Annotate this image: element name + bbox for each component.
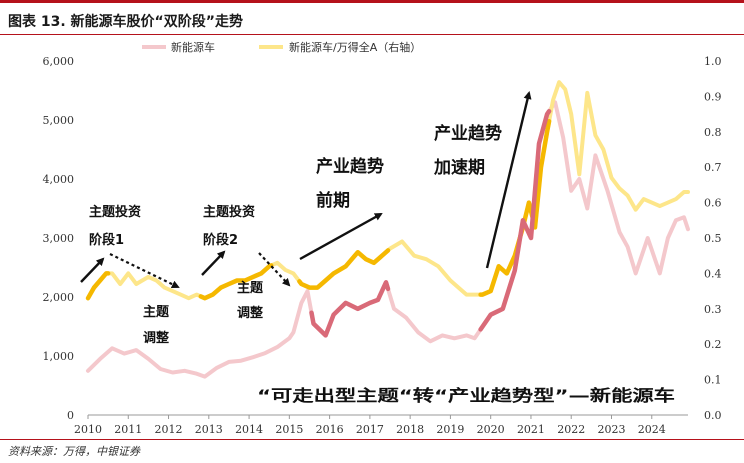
source-note: 资料来源：万得，中银证券 [8, 445, 140, 458]
series-layer [86, 80, 690, 379]
title-divider [0, 34, 744, 35]
annot-phase1-line1: 主题投资 [89, 204, 141, 220]
highlight-segment [198, 263, 274, 301]
annot-phase2-line1: 主题投资 [203, 204, 255, 220]
chart-annotations: 主题投资 阶段1 主题 调整 主题投资 阶段2 主题 调整 产业趋势 前期 产业… [89, 123, 675, 405]
annot-adjust1-line2: 调整 [143, 330, 170, 346]
y-right-tick-label: 0.5 [704, 232, 722, 245]
y-right-tick-label: 0.7 [704, 161, 722, 174]
trend-arrows [80, 91, 532, 288]
series-line-ratio [86, 80, 690, 301]
x-tick-label: 2020 [477, 423, 505, 436]
highlight-segment [297, 248, 391, 290]
annot-adjust2-line2: 调整 [237, 305, 264, 321]
y-left-tick-label: 2,000 [43, 291, 75, 304]
annot-adjust1-line1: 主题 [143, 304, 170, 320]
y-right-tick-label: 0.9 [704, 90, 722, 103]
y-left-tick-label: 4,000 [43, 173, 75, 186]
arrow-industry-early [299, 212, 383, 261]
arrow-phase1 [80, 257, 105, 283]
x-tick-label: 2012 [155, 423, 183, 436]
x-tick-label: 2017 [356, 423, 384, 436]
y-right-tick-label: 0.4 [704, 267, 722, 280]
series-line-new-energy [86, 100, 690, 379]
annot-adjust2-line1: 主题 [237, 280, 264, 296]
y-left-tick-label: 0 [67, 409, 74, 422]
top-accent-bar [0, 0, 744, 3]
y-right-tick-label: 0.6 [704, 197, 722, 210]
annot-industry-early-line2: 前期 [316, 190, 350, 211]
x-tick-label: 2022 [557, 423, 585, 436]
y-left-tick-label: 1,000 [43, 350, 75, 363]
annot-conclusion: “可走出型主题“转“产业趋势型”—新能源车 [257, 386, 675, 405]
tick-layer: 0 1,000 2,000 3,000 4,000 5,000 6,000 0.0 0.1 0.2… [43, 55, 722, 436]
arrow-adjust2 [258, 252, 291, 287]
y-right-tick-label: 1.0 [704, 55, 722, 68]
y-left-tick-label: 6,000 [43, 55, 75, 68]
y-right-tick-label: 0.1 [704, 374, 722, 387]
y-right-tick-label: 0.3 [704, 303, 722, 316]
x-tick-label: 2013 [195, 423, 223, 436]
annot-industry-accel-line1: 产业趋势 [434, 123, 502, 144]
x-tick-label: 2014 [235, 423, 263, 436]
y-right-tick-label: 0.0 [704, 409, 722, 422]
x-tick-label: 2011 [114, 423, 142, 436]
y-left-tick-label: 5,000 [43, 114, 75, 127]
legend-label-ratio: 新能源车/万得全A（右轴） [289, 40, 421, 54]
highlight-layer [85, 108, 552, 338]
chart-legend: 新能源车 新能源车/万得全A（右轴） [142, 40, 421, 54]
figure-title: 图表 13. 新能源车股价“双阶段”走势 [8, 14, 243, 30]
x-tick-label: 2016 [316, 423, 344, 436]
highlight-segment [309, 280, 391, 338]
annot-phase1-line2: 阶段1 [89, 232, 124, 248]
arrow-adjust1 [109, 253, 180, 288]
footer-divider [0, 439, 744, 440]
arrow-phase2 [201, 250, 226, 276]
annot-industry-accel-line2: 加速期 [433, 157, 485, 178]
x-tick-label: 2021 [517, 423, 545, 436]
legend-label-new-energy: 新能源车 [171, 40, 215, 54]
annot-industry-early-line1: 产业趋势 [316, 156, 384, 177]
x-tick-label: 2019 [436, 423, 464, 436]
x-tick-label: 2023 [597, 423, 625, 436]
y-right-tick-label: 0.2 [704, 338, 722, 351]
x-tick-label: 2015 [275, 423, 303, 436]
arrow-industry-accel [485, 91, 532, 269]
highlight-segment [85, 271, 111, 301]
y-right-tick-label: 0.8 [704, 126, 722, 139]
x-tick-label: 2010 [74, 423, 102, 436]
annot-phase2-line2: 阶段2 [203, 232, 238, 248]
y-left-tick-label: 3,000 [43, 232, 75, 245]
highlight-segment [478, 108, 552, 332]
x-tick-label: 2024 [638, 423, 666, 436]
x-tick-label: 2018 [396, 423, 424, 436]
